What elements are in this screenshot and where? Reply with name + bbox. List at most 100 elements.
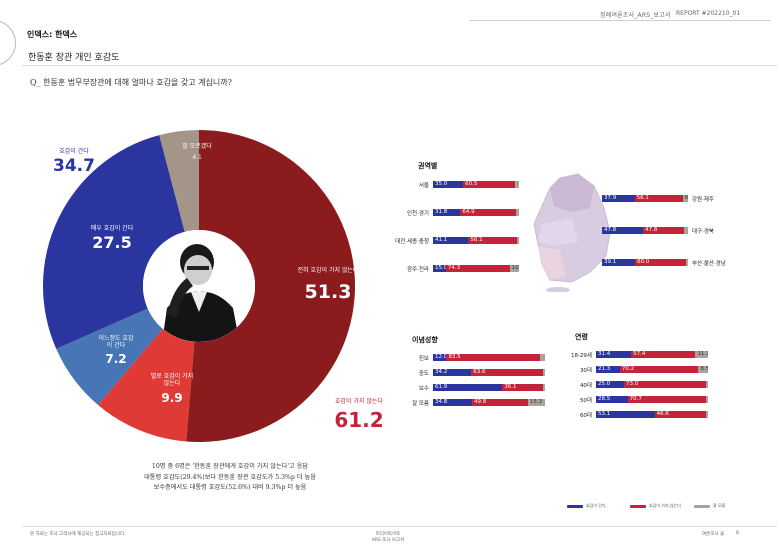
stacked-bar: 53.1 46.6: [596, 411, 708, 418]
stacked-bar: 31.8 64.9: [433, 209, 519, 216]
bar-segment-positive: 31.8: [433, 209, 461, 216]
bar-segment-dontknow: 10.7: [509, 265, 519, 272]
bar-label: 30대: [579, 368, 592, 374]
ideology-title: 이념성향: [412, 336, 438, 344]
bar-segment-negative: 47.8: [643, 227, 685, 234]
stacked-bar: 61.9 36.1: [433, 384, 545, 391]
bar-segment-dontknow: [684, 227, 688, 234]
bar-label: 강원·제주: [692, 197, 714, 203]
bar-label: 40대: [579, 383, 592, 389]
bar-segment-dontknow: [516, 209, 519, 216]
bar-label: 60대: [579, 413, 592, 419]
stacked-bar: 15.074.310.7: [433, 265, 519, 272]
stacked-bar: 12.0 83.5: [433, 354, 545, 361]
bar-segment-dontknow: [539, 354, 545, 361]
stacked-bar: 35.0 60.5: [433, 181, 519, 188]
slice-label-dontknow: 잘 모르겠다: [182, 143, 212, 150]
slice-value-somewhat-positive: 7.2: [105, 352, 127, 366]
section-label: 인덱스: 한덱스: [27, 30, 78, 39]
bar-segment-negative: 56.1: [634, 195, 683, 202]
title-divider: [22, 65, 777, 66]
bar-segment-positive: 31.4: [596, 351, 632, 358]
stacked-bar: 37.956.16.0: [602, 195, 688, 202]
bar-segment-dontknow: 11.2: [695, 351, 708, 358]
page-subtitle: 한동훈 장관 개인 호감도: [28, 53, 120, 63]
note-line: 대통령 호감도(29.4%)보다 한동훈 장관 호감도가 5.3%p 더 높음: [144, 473, 316, 481]
report-code: REPORT #202210_01: [676, 10, 741, 17]
page-number: 8: [736, 531, 739, 536]
legend-swatch: [630, 504, 646, 508]
bar-segment-dontknow: [706, 396, 708, 403]
stacked-bar: 47.8 47.8: [602, 227, 688, 234]
legend-label: 호감이 간다: [586, 503, 606, 508]
bar-segment-positive: 25.0: [596, 381, 624, 388]
bar-segment-negative: 64.9: [460, 209, 517, 216]
total-negative-label: 호감이 가지 않는다: [335, 398, 383, 405]
bar-segment-negative: 49.8: [472, 399, 528, 406]
slice-not-at-all: [186, 130, 356, 442]
bar-segment-dontknow: 15.3: [527, 399, 545, 406]
bar-segment-positive: 53.1: [596, 411, 655, 418]
portrait-image: [143, 230, 255, 342]
note-line: 10명 중 6명은 '한동훈 장관에게 호감이 가지 않는다'고 응답: [151, 463, 309, 470]
legend-label: 잘 모름: [713, 503, 726, 508]
bar-segment-negative: 60.0: [635, 259, 686, 266]
bar-segment-dontknow: 8.5: [698, 366, 708, 373]
bar-segment-positive: 34.2: [433, 369, 472, 376]
footer-right: 여론조사 꽃: [702, 532, 725, 537]
bar-segment-positive: 39.1: [602, 259, 636, 266]
footer-center: 미디어토마토 ARS 조사 보고서: [368, 531, 408, 543]
bar-segment-negative: 63.6: [471, 369, 543, 376]
bar-label: 잘 모름: [412, 401, 429, 407]
footer-center-line: ARS 조사 보고서: [371, 538, 405, 543]
slice-value-dontknow: 4.1: [192, 154, 202, 161]
bar-segment-positive: 15.0: [433, 265, 446, 272]
slice-somewhat-positive: [56, 308, 163, 405]
stacked-bar: 41.1 56.1: [433, 237, 519, 244]
bar-segment-dontknow: [542, 369, 545, 376]
stacked-bar: 25.0 73.0: [596, 381, 708, 388]
bar-segment-dontknow: [515, 181, 519, 188]
legend-positive: 호감이 간다: [567, 503, 606, 509]
stacked-bar: 31.4 57.4 11.2: [596, 351, 708, 358]
slice-label-not-very-positive: 별로 호감이 가지않는다: [150, 373, 194, 387]
stacked-bar: 28.5 70.7: [596, 396, 708, 403]
slice-label-not-at-all: 전혀 호감이 가지 않는다: [297, 267, 359, 274]
bar-segment-dontknow: [516, 237, 519, 244]
slice-not-very-positive: [98, 328, 195, 442]
footer-center-line: 미디어토마토: [375, 532, 401, 537]
bar-label: 부산·울산·경남: [692, 261, 726, 267]
legend-swatch: [694, 504, 710, 508]
bar-segment-dontknow: [706, 411, 708, 418]
report-title: 정례여론조사_ARS_보고서: [600, 12, 671, 19]
bar-segment-positive: 35.0: [433, 181, 464, 188]
bar-segment-negative: 56.1: [468, 237, 517, 244]
stacked-bar: 34.2 63.6: [433, 369, 545, 376]
bar-label: 대구·경북: [692, 229, 714, 235]
stacked-bar: 21.3 70.2 8.5: [596, 366, 708, 373]
stacked-bar: 39.1 60.0: [602, 259, 688, 266]
bar-segment-negative: 36.1: [502, 384, 543, 391]
korea-map: [533, 173, 611, 292]
footer-rule: [22, 526, 777, 527]
bar-segment-positive: 21.3: [596, 366, 620, 373]
bar-segment-positive: 34.8: [433, 399, 472, 406]
survey-question: Q_ 한동훈 법무부장관에 대해 얼마나 호감을 갖고 계십니까?: [30, 78, 232, 87]
legend-swatch: [567, 504, 583, 508]
header-rule: [470, 20, 770, 21]
bar-label: 광주·전라: [407, 267, 429, 273]
bar-label: 대전·세종·충청: [395, 239, 429, 245]
bar-segment-dontknow: 6.0: [682, 195, 688, 202]
legend-negative: 호감이 가지 않는다: [630, 503, 681, 509]
stacked-bar: 34.8 49.8 15.3: [433, 399, 545, 406]
bar-segment-positive: 37.9: [602, 195, 635, 202]
slice-dontknow: [159, 130, 199, 232]
bar-label: 인천·경기: [407, 211, 429, 217]
bar-label: 중도: [418, 371, 429, 377]
bar-label: 서울: [418, 183, 429, 189]
bar-segment-negative: 70.2: [619, 366, 699, 373]
total-positive-label: 호감이 간다: [59, 148, 89, 155]
bar-segment-negative: 83.5: [446, 354, 540, 361]
bar-segment-dontknow: [686, 259, 688, 266]
